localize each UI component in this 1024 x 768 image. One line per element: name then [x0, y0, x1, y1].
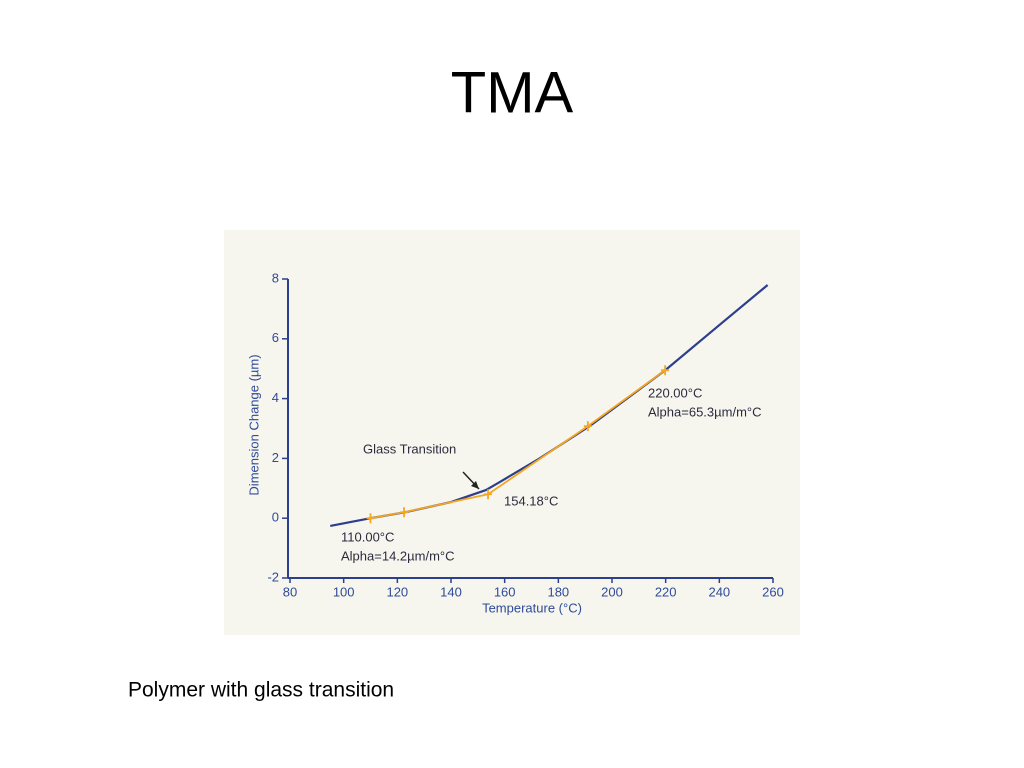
x-tick-label: 220 [655, 584, 677, 599]
x-tick-label: 260 [762, 584, 784, 599]
x-axis-label: Temperature (°C) [482, 600, 582, 615]
y-tick-label: 8 [272, 270, 279, 285]
x-tick-label: 140 [440, 584, 462, 599]
x-tick-label: 200 [601, 584, 623, 599]
marker [484, 489, 493, 500]
y-tick-label: 2 [272, 450, 279, 465]
x-tick-label: 100 [333, 584, 355, 599]
y-tick-label: 4 [272, 390, 279, 405]
caption: Polymer with glass transition [128, 679, 394, 702]
annotation: 220.00°C [648, 385, 702, 400]
y-tick-label: -2 [267, 569, 279, 584]
slide-title: TMA [451, 60, 574, 125]
y-tick-label: 6 [272, 330, 279, 345]
x-tick-label: 240 [708, 584, 730, 599]
annotation: Alpha=65.3µm/m°C [648, 404, 762, 419]
x-tick-label: 160 [494, 584, 516, 599]
annotation: 110.00°C [341, 529, 394, 544]
y-tick-label: 0 [272, 510, 279, 525]
y-axis-label: Dimension Change (µm) [246, 354, 261, 495]
marker [661, 365, 670, 376]
x-tick-label: 180 [547, 584, 569, 599]
annotation: Glass Transition [363, 441, 456, 456]
x-tick-label: 80 [283, 584, 297, 599]
marker [400, 507, 409, 518]
annotation: Alpha=14.2µm/m°C [341, 548, 455, 563]
annotation: 154.18°C [504, 493, 558, 508]
marker [366, 513, 375, 524]
arrow-head [471, 481, 479, 489]
chart-background [224, 230, 800, 635]
x-tick-label: 120 [386, 584, 408, 599]
marker [583, 421, 592, 432]
